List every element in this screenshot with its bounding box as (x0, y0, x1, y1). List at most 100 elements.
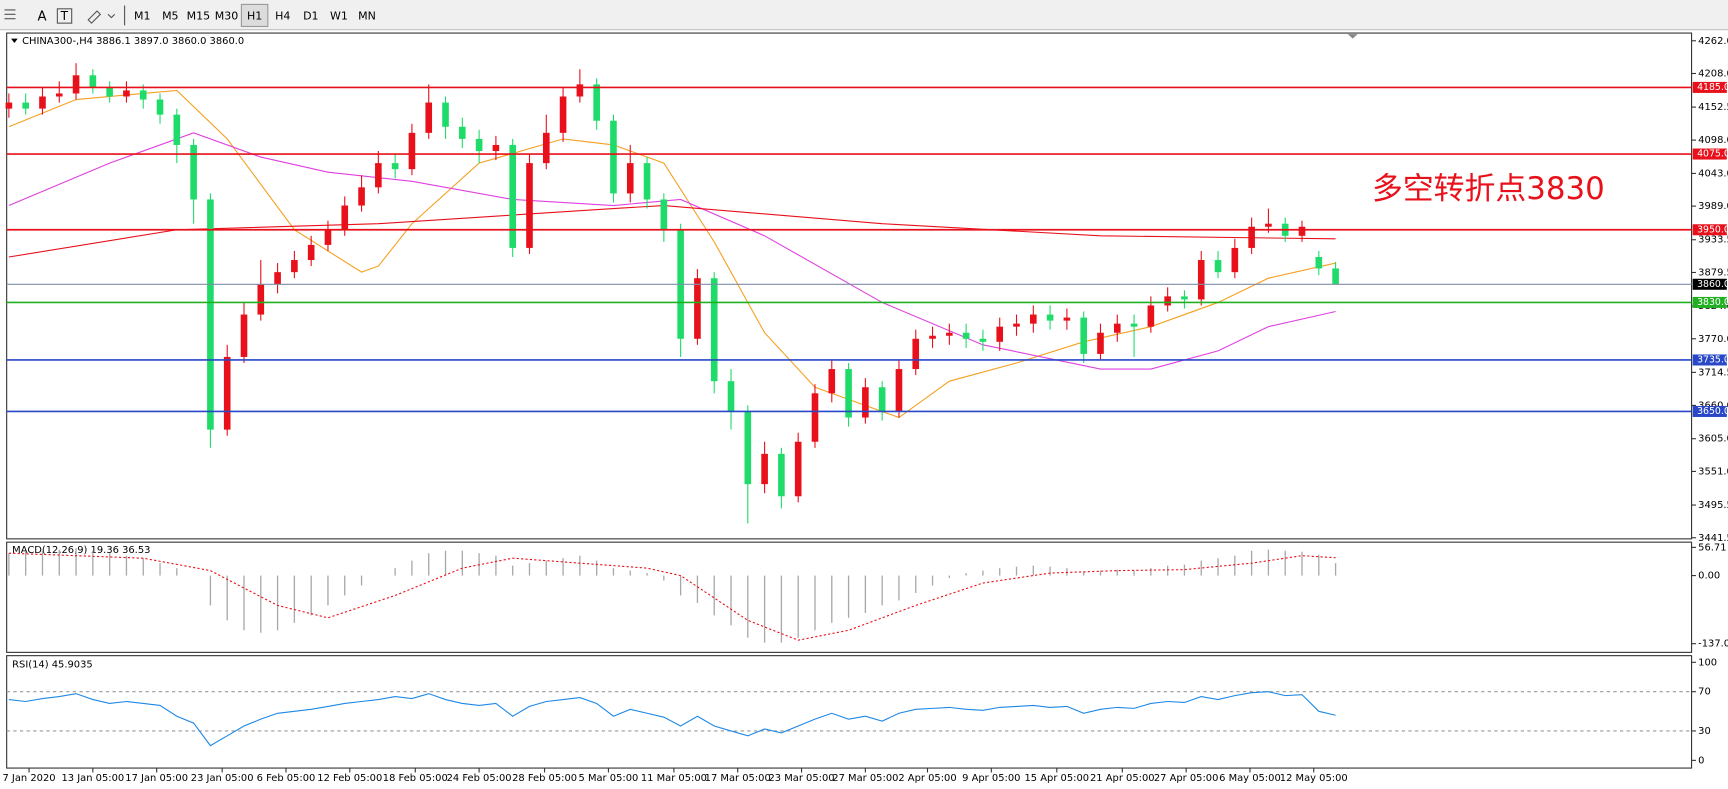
toolbar-bg (0, 0, 1728, 30)
candle-body (1298, 226, 1306, 236)
text-tool-frame (56, 8, 73, 24)
candle-body (1214, 260, 1222, 273)
price-label: 3650.0 (1697, 406, 1728, 417)
price-label: 3950.0 (1697, 224, 1728, 235)
candle-body (72, 75, 80, 94)
y-tick-label: 4152.5 (1698, 102, 1728, 113)
candle-body (946, 332, 953, 336)
candle-body (761, 453, 768, 485)
candle-body (610, 120, 617, 194)
candle-body (576, 84, 584, 97)
candle-body (190, 144, 197, 200)
candle-body (391, 163, 399, 170)
x-tick-label: 17 Jan 05:00 (125, 773, 188, 784)
price-label-box (1692, 278, 1727, 290)
candle-body (526, 163, 533, 248)
timeframe-button[interactable]: D1 (303, 10, 318, 23)
price-label: 3735.0 (1697, 354, 1728, 365)
timeframe-button[interactable]: M1 (134, 10, 150, 23)
x-tick-label: 27 Apr 05:00 (1154, 773, 1219, 784)
candle-body (811, 393, 819, 442)
x-tick-label: 18 Feb 05:00 (383, 773, 448, 784)
timeframe-button[interactable]: MN (358, 10, 376, 23)
price-label-box (1692, 405, 1727, 417)
candle-body (55, 93, 63, 97)
candle-body (1147, 305, 1155, 327)
menu-icon (4, 9, 16, 20)
active-timeframe (240, 3, 269, 27)
candle-body (1080, 317, 1087, 354)
candle-body (559, 96, 567, 133)
y-tick-label: 56.71 (1698, 542, 1726, 553)
candle-body (710, 278, 718, 382)
candle-body (459, 126, 466, 139)
timeframe-button[interactable]: M15 (187, 10, 211, 23)
text-tool[interactable]: A (38, 10, 47, 25)
candle-body (1248, 226, 1255, 248)
candle-body (895, 369, 903, 412)
x-tick-label: 12 Feb 05:00 (317, 773, 382, 784)
x-tick-label: 6 May 05:00 (1219, 773, 1281, 784)
label-tool[interactable]: T (60, 9, 69, 23)
candle-body (139, 90, 147, 100)
candle-body (156, 99, 164, 115)
y-tick-label: 0.00 (1698, 571, 1720, 582)
candle-body (240, 314, 248, 357)
y-tick-label: 30 (1698, 726, 1711, 737)
candle-body (341, 205, 349, 230)
candle-body (744, 411, 752, 485)
price-label-box (1692, 81, 1727, 93)
candle-body (1013, 323, 1020, 327)
candle-body (492, 144, 500, 152)
candle-body (1332, 268, 1339, 285)
timeframe-button[interactable]: W1 (330, 10, 348, 23)
candle-body (1113, 323, 1121, 333)
candle-body (5, 102, 13, 109)
candle-body (660, 199, 668, 230)
candle-body (257, 284, 265, 315)
x-tick-label: 2 Apr 05:00 (898, 773, 956, 784)
x-tick-label: 12 May 05:00 (1280, 773, 1348, 784)
x-tick-label: 5 Mar 05:00 (578, 773, 638, 784)
rsi-title: RSI(14) 45.9035 (12, 659, 93, 670)
dropdown-arrow (107, 13, 116, 19)
candle-body (22, 102, 29, 109)
price-label-box (1692, 224, 1727, 236)
y-tick-label: 3933.5 (1698, 235, 1728, 246)
main-panel (6, 32, 1693, 540)
macd-title: MACD(12,26,9) 19.36 36.53 (12, 545, 150, 556)
y-tick-label: 3660.0 (1698, 400, 1728, 411)
timeframe-button[interactable]: H4 (275, 10, 290, 23)
candle-body (878, 387, 886, 412)
x-tick-label: 23 Jan 05:00 (191, 773, 254, 784)
price-label: 4185.0 (1697, 82, 1728, 93)
candle-body (1063, 317, 1071, 321)
chart-title: CHINA300-,H4 3886.1 3897.0 3860.0 3860.0 (22, 36, 244, 47)
macd-signal (8, 552, 1336, 641)
timeframe-button[interactable]: M30 (215, 10, 239, 23)
candle-body (358, 187, 365, 206)
timeframe-button[interactable]: M5 (162, 10, 179, 23)
candle-body (207, 199, 214, 430)
x-tick-label: 13 Jan 05:00 (61, 773, 124, 784)
candle-body (828, 369, 836, 394)
candle-body (375, 163, 382, 188)
price-label-box (1692, 296, 1727, 308)
y-tick-label: 4098.0 (1698, 135, 1728, 146)
candle-body (442, 102, 449, 127)
candle-body (106, 87, 113, 97)
y-tick-label: 0 (1698, 755, 1704, 766)
timeframe-button[interactable]: H1 (247, 10, 262, 23)
candle-body (727, 381, 735, 412)
y-tick-label: 3714.5 (1698, 367, 1728, 378)
y-tick-label: 3770.0 (1698, 334, 1728, 345)
candle-body (996, 326, 1004, 342)
moving-average (8, 89, 1336, 419)
timeframe-bar: M1 M5 M15 M30 H1 H4 D1 W1 MN (134, 3, 376, 27)
candle-body (962, 332, 970, 339)
y-tick-label: 4043.0 (1698, 168, 1728, 179)
candle-body (912, 338, 920, 370)
y-tick-label: 3441.5 (1698, 533, 1728, 544)
rsi-panel (6, 655, 1693, 769)
